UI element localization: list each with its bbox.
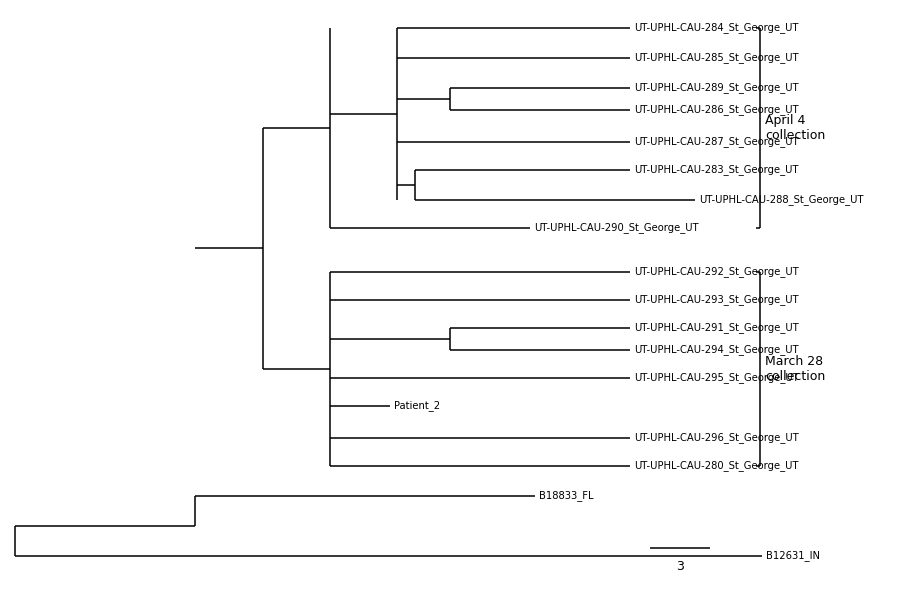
Text: B18833_FL: B18833_FL — [539, 491, 593, 501]
Text: UT-UPHL-CAU-283_St_George_UT: UT-UPHL-CAU-283_St_George_UT — [634, 164, 798, 176]
Text: UT-UPHL-CAU-295_St_George_UT: UT-UPHL-CAU-295_St_George_UT — [634, 372, 799, 384]
Text: UT-UPHL-CAU-289_St_George_UT: UT-UPHL-CAU-289_St_George_UT — [634, 83, 798, 93]
Text: UT-UPHL-CAU-296_St_George_UT: UT-UPHL-CAU-296_St_George_UT — [634, 433, 799, 443]
Text: April 4
collection: April 4 collection — [765, 114, 825, 142]
Text: Patient_2: Patient_2 — [394, 401, 440, 411]
Text: UT-UPHL-CAU-294_St_George_UT: UT-UPHL-CAU-294_St_George_UT — [634, 345, 798, 355]
Text: UT-UPHL-CAU-290_St_George_UT: UT-UPHL-CAU-290_St_George_UT — [534, 223, 698, 233]
Text: March 28
collection: March 28 collection — [765, 355, 825, 383]
Text: 3: 3 — [676, 560, 684, 573]
Text: UT-UPHL-CAU-288_St_George_UT: UT-UPHL-CAU-288_St_George_UT — [699, 194, 863, 206]
Text: UT-UPHL-CAU-291_St_George_UT: UT-UPHL-CAU-291_St_George_UT — [634, 323, 799, 333]
Text: UT-UPHL-CAU-285_St_George_UT: UT-UPHL-CAU-285_St_George_UT — [634, 53, 798, 63]
Text: UT-UPHL-CAU-286_St_George_UT: UT-UPHL-CAU-286_St_George_UT — [634, 105, 798, 115]
Text: UT-UPHL-CAU-293_St_George_UT: UT-UPHL-CAU-293_St_George_UT — [634, 294, 798, 306]
Text: UT-UPHL-CAU-280_St_George_UT: UT-UPHL-CAU-280_St_George_UT — [634, 460, 798, 472]
Text: B12631_IN: B12631_IN — [766, 551, 820, 561]
Text: UT-UPHL-CAU-284_St_George_UT: UT-UPHL-CAU-284_St_George_UT — [634, 22, 798, 34]
Text: UT-UPHL-CAU-292_St_George_UT: UT-UPHL-CAU-292_St_George_UT — [634, 267, 799, 277]
Text: UT-UPHL-CAU-287_St_George_UT: UT-UPHL-CAU-287_St_George_UT — [634, 137, 798, 147]
